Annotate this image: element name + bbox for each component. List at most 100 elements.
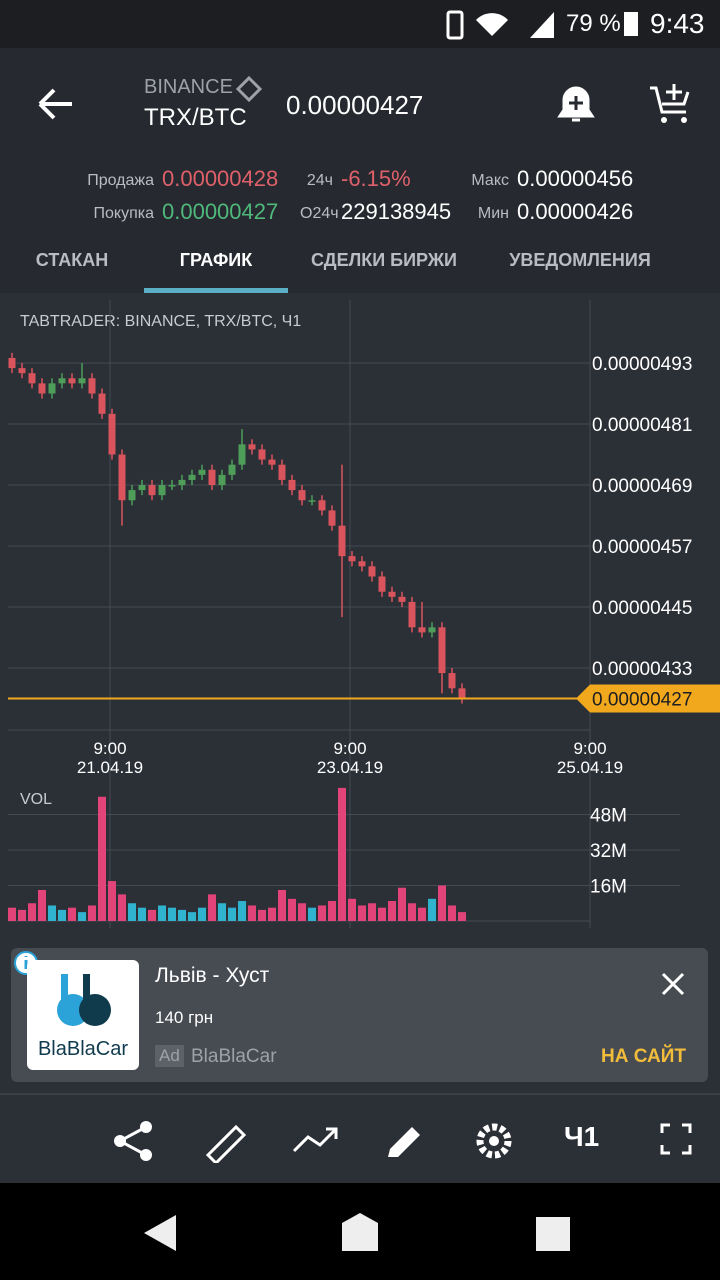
volume-bar: [18, 909, 26, 921]
candle-body: [18, 368, 26, 374]
candle-body: [338, 525, 346, 557]
volume-bar: [98, 796, 106, 921]
stat-value: 0.00000456: [517, 166, 634, 191]
volume-bar: [288, 898, 296, 921]
stat-value: 0.00000428: [162, 166, 279, 191]
volume-bar: [298, 903, 306, 921]
status-icons: [446, 10, 554, 40]
candle-body: [218, 474, 226, 486]
candle-body: [258, 449, 266, 460]
candle-body: [58, 378, 66, 384]
x-tick-date: 21.04.19: [77, 758, 143, 777]
nav-bar: [0, 1183, 720, 1280]
volume-bar: [188, 912, 196, 921]
volume-bar: [78, 912, 86, 921]
tab[interactable]: УВЕДОМЛЕНИЯ: [509, 250, 651, 270]
volume-bar: [88, 905, 96, 921]
candle-body: [248, 444, 256, 450]
y-tick-label: 48M: [590, 806, 627, 827]
volume-bar: [418, 907, 426, 921]
exchange: BINANCE: [144, 76, 233, 98]
volume-bar: [258, 909, 266, 921]
x-tick-label: 9:00: [93, 739, 126, 758]
volume-bar: [38, 889, 46, 921]
toolbar: Ч1: [0, 1093, 720, 1185]
volume-bar: [238, 901, 246, 921]
volume-bar: [348, 898, 356, 921]
volume-bar: [388, 901, 396, 921]
volume-bar: [118, 894, 126, 921]
tab[interactable]: СДЕЛКИ БИРЖИ: [311, 250, 457, 270]
stat-value: 0.00000426: [517, 199, 634, 224]
nav-buttons[interactable]: [130, 1213, 590, 1253]
candle-body: [388, 591, 396, 597]
volume-bar: [138, 907, 146, 921]
y-tick-label: 32M: [590, 841, 627, 862]
candle-body: [188, 474, 196, 480]
volume-bar: [278, 889, 286, 921]
fullscreen[interactable]: [660, 1123, 692, 1155]
x-tick-date: 23.04.19: [317, 758, 383, 777]
tab[interactable]: ГРАФИК: [179, 250, 253, 270]
candle-body: [158, 485, 166, 496]
volume-bar: [148, 909, 156, 921]
candle-body: [98, 393, 106, 414]
toolbar-icons[interactable]: [110, 1117, 590, 1163]
ad-cta[interactable]: НА САЙТ: [601, 1046, 686, 1067]
volume-bar: [68, 907, 76, 921]
volume-bar: [368, 903, 376, 921]
volume-bar: [8, 907, 16, 921]
candle-body: [108, 413, 116, 455]
volume-bar: [158, 905, 166, 921]
active-tab-indicator: [144, 288, 288, 293]
candle-body: [318, 500, 326, 511]
candle-body: [28, 373, 36, 384]
y-tick-label: 16M: [590, 877, 627, 898]
candle-body: [118, 454, 126, 501]
interval[interactable]: Ч1: [564, 1121, 600, 1152]
ad-logo: BlaBlaCar: [27, 960, 139, 1070]
volume-bar: [248, 905, 256, 921]
alert-button[interactable]: [554, 82, 598, 126]
volume-bar: [358, 905, 366, 921]
stat-value: -6.15%: [341, 166, 411, 191]
ad-price: 140 грн: [155, 1008, 214, 1027]
status-bar: 79 % 9:43: [0, 0, 720, 48]
candle-body: [198, 469, 206, 475]
candle-body: [228, 464, 236, 475]
header-price: 0.00000427: [286, 90, 424, 120]
candle-body: [148, 485, 156, 496]
volume-bar: [198, 907, 206, 921]
x-tick-date: 25.04.19: [557, 758, 623, 777]
last-price-label: 0.00000427: [592, 689, 692, 710]
volume-bar: [128, 903, 136, 921]
last-price-tag: [576, 684, 720, 713]
chart-title: TABTRADER: BINANCE, TRX/BTC, Ч1: [20, 313, 301, 330]
tab[interactable]: СТАКАН: [35, 250, 109, 270]
ad-card[interactable]: BlaBlaCar Львів - Хуст 140 грн Ad BlaBla…: [11, 948, 708, 1082]
back-button[interactable]: [36, 86, 76, 122]
candle-body: [68, 378, 76, 384]
volume-bar: [458, 912, 466, 921]
ad-close[interactable]: [659, 970, 687, 998]
volume-bar: [48, 905, 56, 921]
y-tick-label: 0.00000493: [592, 354, 692, 375]
x-tick-label: 9:00: [573, 739, 606, 758]
candle-body: [298, 490, 306, 501]
candle-body: [268, 459, 276, 465]
candle-body: [458, 688, 466, 699]
candle-body: [348, 556, 356, 562]
exchange-logo: [236, 76, 262, 102]
candle-body: [88, 378, 96, 394]
candle-body: [418, 627, 426, 633]
stat-value: 0.00000427: [162, 199, 279, 224]
volume-bar: [398, 887, 406, 921]
candle-body: [428, 627, 436, 633]
stat-value: 229138945: [341, 199, 452, 224]
stat-label: O24ч: [300, 205, 339, 222]
cart-button[interactable]: [646, 80, 694, 128]
volume-bar: [178, 909, 186, 921]
volume-bar: [168, 907, 176, 921]
stat-label: Продажа: [87, 172, 154, 189]
candle-body: [138, 485, 146, 491]
